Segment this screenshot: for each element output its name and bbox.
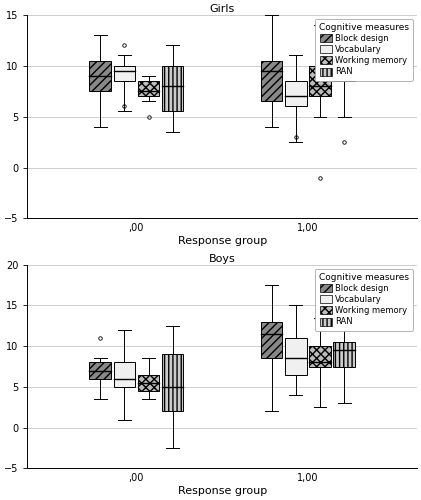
Bar <box>162 66 184 112</box>
X-axis label: Response group: Response group <box>178 236 267 246</box>
Legend: Block design, Vocabulary, Working memory, RAN: Block design, Vocabulary, Working memory… <box>314 269 413 330</box>
Title: Boys: Boys <box>209 254 236 264</box>
Bar <box>138 81 159 96</box>
Bar <box>309 346 331 366</box>
Bar <box>285 338 306 374</box>
Bar <box>162 354 184 412</box>
Bar <box>261 322 282 358</box>
Legend: Block design, Vocabulary, Working memory, RAN: Block design, Vocabulary, Working memory… <box>314 19 413 80</box>
Title: Girls: Girls <box>210 4 235 14</box>
Bar <box>114 362 135 387</box>
Bar <box>261 60 282 102</box>
Bar <box>285 81 306 106</box>
Bar <box>90 362 111 379</box>
Bar <box>114 66 135 81</box>
Bar <box>138 374 159 391</box>
Bar <box>333 342 355 366</box>
Bar <box>333 60 355 81</box>
Bar <box>90 60 111 91</box>
Bar <box>309 66 331 96</box>
X-axis label: Response group: Response group <box>178 486 267 496</box>
